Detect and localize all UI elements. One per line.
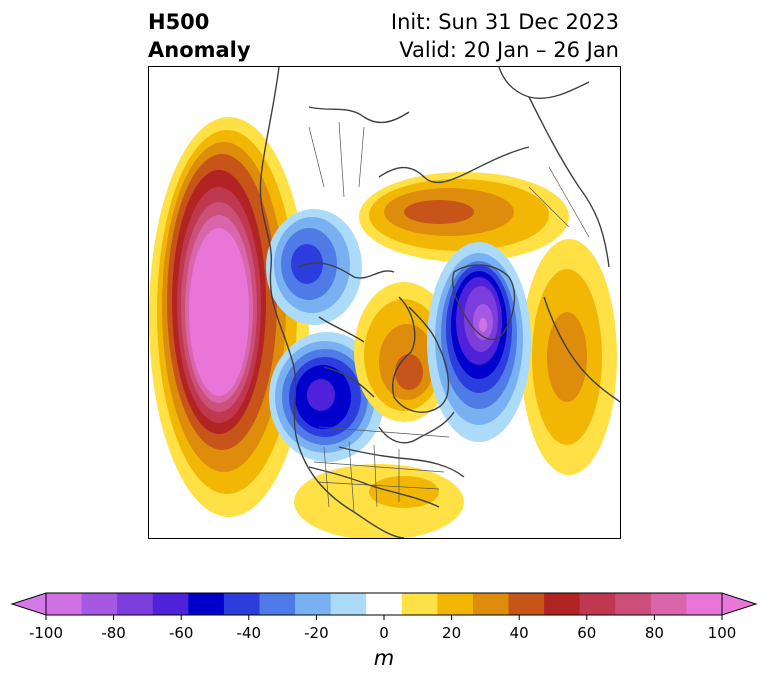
colorbar-tick-label: 40 [510, 624, 529, 642]
colorbar-segment [401, 593, 438, 615]
colorbar-segment [615, 593, 652, 615]
title-left: H500 Anomaly [148, 8, 251, 64]
colorbar-segment [330, 593, 367, 615]
colorbar-segment [81, 593, 118, 615]
colorbar-segment [686, 593, 723, 615]
colorbar-segment [544, 593, 581, 615]
colorbar-canvas: -100 -80 -60 -40 -20 0 20 40 60 80 100 [10, 592, 758, 642]
init-time: Init: Sun 31 Dec 2023 [390, 10, 619, 34]
colorbar-tick-label: -100 [29, 624, 63, 642]
colorbar-tick-label: 20 [442, 624, 461, 642]
trough-nw-canada [266, 209, 362, 325]
title-right: Init: Sun 31 Dec 2023 Valid: 20 Jan – 26… [391, 8, 619, 64]
title-anomaly: Anomaly [148, 38, 251, 62]
valid-time: Valid: 20 Jan – 26 Jan [399, 38, 619, 62]
colorbar-tick-label: -20 [304, 624, 329, 642]
political-borders [308, 121, 590, 513]
colorbar-segment [579, 593, 616, 615]
ridge-arctic [359, 172, 569, 262]
colorbar-tick-label: -60 [169, 624, 194, 642]
anomaly-map [148, 66, 621, 539]
colorbar-segment [472, 593, 510, 615]
title-variable: H500 [148, 10, 210, 34]
colorbar-segment [508, 593, 545, 615]
ridge-gulf-of-alaska [149, 117, 309, 517]
colorbar-extend-high [721, 592, 758, 616]
colorbar-tick-label: -40 [237, 624, 262, 642]
colorbar-segment [117, 593, 154, 615]
coastlines [259, 67, 620, 538]
trough-greenland [427, 242, 531, 442]
colorbar-tick-label: 100 [708, 624, 737, 642]
colorbar-segment [46, 593, 83, 615]
colorbar-segment [259, 593, 296, 615]
colorbar: -100 -80 -60 -40 -20 0 20 40 60 80 100 [0, 584, 768, 684]
colorbar-tick-label: 60 [577, 624, 596, 642]
colorbar-tick-label: 80 [645, 624, 664, 642]
colorbar-segment [437, 593, 474, 615]
colorbar-segment [188, 593, 225, 615]
colorbar-units: m [373, 646, 395, 670]
ridge-north-atlantic [521, 239, 617, 475]
colorbar-segment [650, 593, 687, 615]
colorbar-segment [152, 593, 189, 615]
colorbar-segment [366, 593, 403, 615]
colorbar-segment [223, 593, 260, 615]
colorbar-tick-label: -80 [101, 624, 126, 642]
colorbar-segment [295, 593, 332, 615]
ridge-southeast-us [294, 464, 464, 538]
map-canvas [149, 67, 620, 538]
colorbar-tick-label: 0 [379, 624, 389, 642]
colorbar-extend-low [10, 592, 47, 616]
